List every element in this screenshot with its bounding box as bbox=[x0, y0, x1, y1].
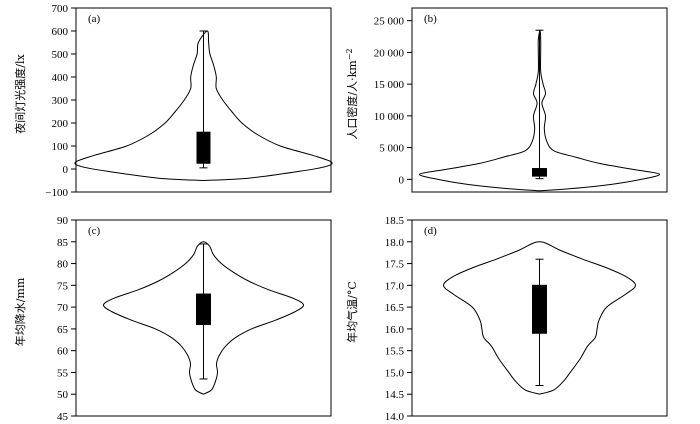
y-tick-label: 400 bbox=[52, 72, 69, 84]
y-tick-label: 65 bbox=[57, 324, 69, 336]
panel-label: (a) bbox=[88, 13, 101, 25]
y-tick-label: 15.5 bbox=[385, 346, 405, 358]
iqr-box bbox=[196, 131, 211, 164]
panel-label: (b) bbox=[424, 13, 437, 25]
y-tick-label: 90 bbox=[57, 215, 69, 227]
y-tick-label: 14.0 bbox=[385, 411, 405, 423]
iqr-box bbox=[532, 284, 547, 334]
y-tick-label: 85 bbox=[57, 237, 69, 249]
plot-frame bbox=[411, 219, 668, 417]
violin-outline bbox=[442, 241, 637, 395]
violin-outline bbox=[103, 241, 304, 395]
plot-frame bbox=[75, 219, 332, 417]
plot-frame bbox=[411, 7, 668, 193]
y-tick-label: 18.0 bbox=[385, 237, 405, 249]
y-tick-label: 18.5 bbox=[385, 215, 405, 227]
y-axis-label: 夜间灯光强度/lx bbox=[13, 53, 27, 133]
y-axis-label: 年均降水/mm bbox=[13, 277, 27, 346]
y-tick-label: 600 bbox=[52, 26, 69, 38]
panel-label: (c) bbox=[88, 225, 101, 237]
y-tick-label: 25 000 bbox=[374, 16, 405, 28]
y-axis-label-superscript: −2 bbox=[345, 48, 354, 60]
y-tick-label: 700 bbox=[52, 3, 69, 15]
y-tick-label: 500 bbox=[52, 49, 69, 61]
iqr-box bbox=[532, 168, 547, 177]
y-tick-label: 14.5 bbox=[385, 389, 405, 401]
y-tick-label: 45 bbox=[57, 411, 69, 423]
y-axis-label: 年均气温/°C bbox=[345, 281, 359, 343]
y-tick-label: −100 bbox=[45, 187, 68, 199]
y-tick-label: 100 bbox=[52, 141, 69, 153]
y-tick-label: 55 bbox=[57, 367, 69, 379]
y-tick-label: 80 bbox=[57, 259, 69, 271]
y-tick-label: 200 bbox=[52, 118, 69, 130]
iqr-box bbox=[196, 293, 211, 326]
y-axis-label: 人口密度/人·km−2 bbox=[345, 48, 360, 139]
y-tick-label: 5 000 bbox=[379, 143, 404, 155]
y-tick-label: 300 bbox=[52, 95, 69, 107]
y-tick-label: 0 bbox=[399, 174, 405, 186]
y-tick-label: 0 bbox=[63, 164, 69, 176]
y-tick-label: 17.5 bbox=[385, 259, 405, 271]
chart-panel: 45 50 55 60 65 70 75 80 85 90 (c) 年均降水/mm bbox=[13, 215, 332, 423]
y-tick-label: 20 000 bbox=[374, 47, 405, 59]
y-tick-label: 50 bbox=[57, 389, 69, 401]
chart-panel: 0 5 000 10 000 15 000 20 000 25 000 (b) 人口密度/人·… bbox=[345, 7, 668, 193]
y-tick-label: 17.0 bbox=[385, 280, 405, 292]
panel-label: (d) bbox=[424, 225, 437, 237]
y-tick-label: 16.5 bbox=[385, 302, 405, 314]
y-tick-label: 15 000 bbox=[374, 79, 405, 91]
chart-panel: 14.0 14.5 15.0 15.5 16.0 16.5 17.0 17.5 18.0 18.5… bbox=[345, 215, 668, 423]
y-tick-label: 16.0 bbox=[385, 324, 405, 336]
y-tick-label: 70 bbox=[57, 302, 69, 314]
y-tick-label: 15.0 bbox=[385, 367, 405, 379]
y-tick-label: 75 bbox=[57, 280, 69, 292]
y-tick-label: 10 000 bbox=[374, 111, 405, 123]
y-tick-label: 60 bbox=[57, 346, 69, 358]
chart-panel: −100 0 100 200 300 400 500 600 700 (a) 夜间灯光强度/lx bbox=[13, 3, 333, 199]
